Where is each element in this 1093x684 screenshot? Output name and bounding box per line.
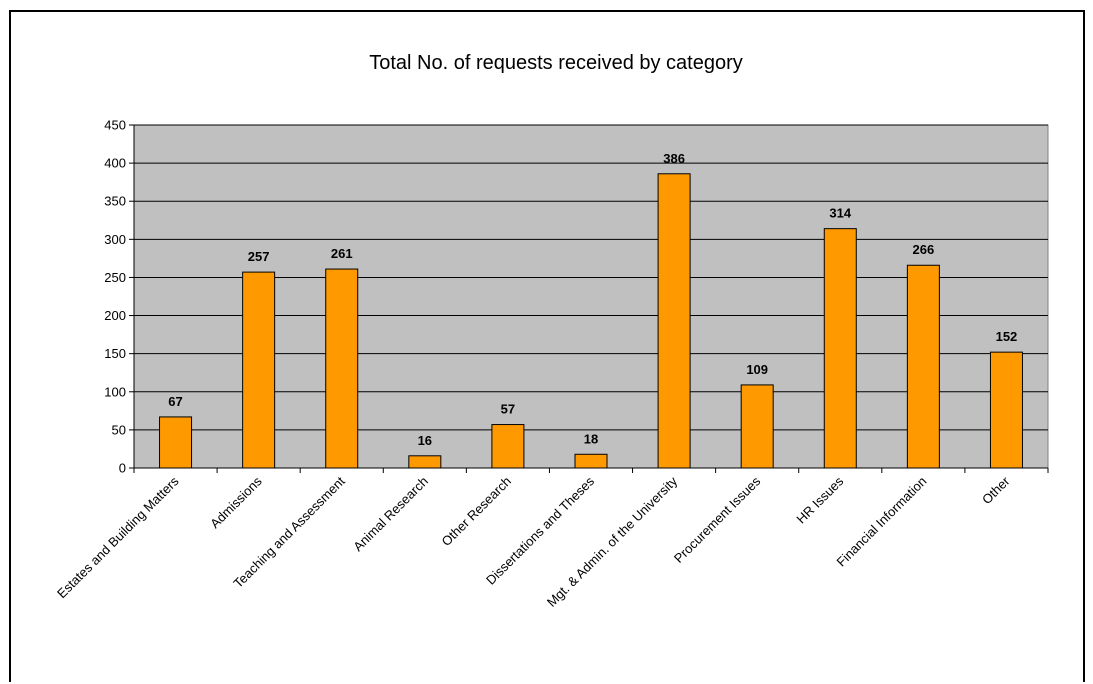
- chart-title: Total No. of requests received by catego…: [369, 52, 743, 74]
- data-label: 109: [746, 362, 768, 377]
- bar: [657, 173, 691, 469]
- x-category-label: Other Research: [439, 474, 514, 549]
- data-label: 16: [418, 433, 432, 448]
- y-tick-label: 0: [119, 461, 126, 476]
- x-category-label: Mgt. & Admin. of the University: [544, 473, 681, 610]
- data-label: 261: [331, 246, 353, 261]
- data-label: 67: [168, 394, 182, 409]
- y-tick-label: 50: [112, 422, 126, 437]
- y-tick-label: 350: [104, 194, 126, 209]
- x-category-label: Other: [979, 473, 1013, 507]
- data-label: 314: [829, 206, 851, 221]
- x-category-label: Estates and Building Matters: [54, 473, 182, 601]
- y-tick-label: 300: [104, 232, 126, 247]
- bar: [325, 268, 359, 469]
- data-label: 386: [663, 151, 685, 166]
- bar: [159, 416, 193, 469]
- chart-frame: [9, 10, 1085, 682]
- y-tick-label: 100: [104, 384, 126, 399]
- bar: [740, 384, 774, 469]
- y-tick-label: 450: [104, 118, 126, 133]
- bar: [408, 455, 442, 469]
- bar: [491, 424, 525, 469]
- data-label: 257: [248, 249, 270, 264]
- data-label: 266: [913, 242, 935, 257]
- y-tick-label: 250: [104, 270, 126, 285]
- y-tick-label: 200: [104, 308, 126, 323]
- plot-area: [133, 124, 1049, 469]
- data-label: 152: [996, 329, 1018, 344]
- bar: [574, 453, 608, 469]
- bar: [242, 271, 276, 469]
- data-label: 57: [501, 402, 515, 417]
- bar: [906, 264, 940, 469]
- y-tick-label: 400: [104, 156, 126, 171]
- y-tick-label: 150: [104, 346, 126, 361]
- x-category-label: Procurement Issues: [671, 473, 764, 566]
- bar: [823, 228, 857, 469]
- bar: [989, 351, 1023, 469]
- x-category-label: Admissions: [207, 473, 265, 531]
- x-category-label: Animal Research: [350, 474, 431, 555]
- x-category-label: Financial Information: [834, 474, 930, 570]
- data-label: 18: [584, 431, 598, 446]
- x-category-label: HR Issues: [793, 473, 846, 526]
